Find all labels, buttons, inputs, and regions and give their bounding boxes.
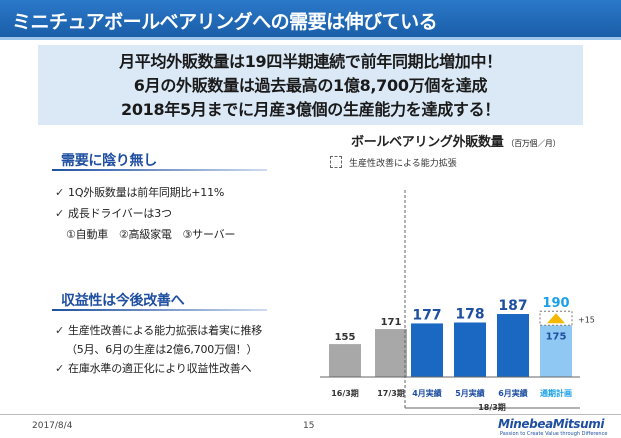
bar-value-label: 187 bbox=[498, 298, 527, 314]
increase-arrow-icon bbox=[547, 313, 565, 324]
bar-value-label: 190 bbox=[542, 296, 569, 311]
bar-plan bbox=[540, 325, 572, 377]
bar bbox=[411, 323, 443, 377]
banner-line-2: 6月の外販数量は過去最高の1億8,700万個を達成 bbox=[133, 76, 488, 95]
footer-date: 2017/8/4 bbox=[32, 421, 73, 431]
bullet-profit-2: ✓ 在庫水準の適正化により収益性改善へ bbox=[55, 362, 252, 375]
legend-swatch bbox=[330, 156, 342, 168]
plan-increment-label: +15 bbox=[578, 315, 595, 324]
bar-plan-base-label: 175 bbox=[546, 331, 567, 342]
category-label: 5月実績 bbox=[455, 388, 485, 398]
banner-line-3: 2018年5月までに月産3億個の生産能力を達成する！ bbox=[121, 100, 500, 119]
company-logo: MinebeaMitsumi bbox=[498, 417, 605, 431]
section-rule-profit bbox=[52, 309, 267, 311]
group-label: 18/3期 bbox=[478, 402, 506, 412]
header-underline bbox=[0, 37, 621, 40]
check-icon: ✓ bbox=[55, 362, 65, 375]
bullet-demand-2: ✓ 成長ドライバーは3つ bbox=[55, 207, 172, 220]
check-icon: ✓ bbox=[55, 324, 65, 337]
bullet-demand-1: ✓ 1Q外販数量は前年同期比+11% bbox=[55, 186, 225, 199]
section-title-profit: 収益性は今後改善へ bbox=[61, 293, 185, 309]
slide-header: ミニチュアボールベアリングへの需要は伸びている bbox=[0, 0, 621, 37]
check-icon: ✓ bbox=[55, 207, 65, 220]
bar bbox=[329, 344, 361, 377]
bar-value-label: 171 bbox=[381, 317, 402, 328]
section-rule-demand bbox=[52, 169, 267, 171]
bar bbox=[497, 314, 529, 377]
footer-rule bbox=[0, 414, 621, 415]
page-number: 15 bbox=[303, 421, 315, 431]
category-label: 16/3期 bbox=[331, 388, 359, 398]
legend-label: 生産性改善による能力拡張 bbox=[349, 159, 457, 169]
bar-value-label: 178 bbox=[455, 306, 484, 322]
category-label: 通期計画 bbox=[540, 388, 572, 398]
highlight-banner: 月平均外販数量は19四半期連続で前年同期比増加中！ 6月の外販数量は過去最高の1… bbox=[38, 45, 583, 125]
category-label: 6月実績 bbox=[498, 388, 528, 398]
bar bbox=[454, 322, 486, 377]
bullet-profit-1: ✓ 生産性改善による能力拡張は着実に推移 bbox=[55, 324, 263, 337]
banner-line-1: 月平均外販数量は19四半期連続で前年同期比増加中！ bbox=[119, 52, 502, 71]
bullet-profit-sub: （5月、6月の生産は2億6,700万個！） bbox=[66, 343, 258, 356]
company-tagline: Passion to Create Value through Differen… bbox=[500, 431, 608, 437]
bar-value-label: 155 bbox=[335, 332, 356, 343]
bar bbox=[375, 329, 407, 377]
category-label: 4月実績 bbox=[412, 388, 442, 398]
chart-title: ボールベアリング外販数量 （百万個／月） bbox=[351, 135, 561, 150]
bullet-demand-sub: ①自動車 ②高級家電 ③サーバー bbox=[66, 228, 236, 241]
check-icon: ✓ bbox=[55, 186, 65, 199]
chart-unit: （百万個／月） bbox=[506, 139, 561, 148]
bar-value-label: 177 bbox=[412, 307, 441, 323]
slide-title: ミニチュアボールベアリングへの需要は伸びている bbox=[12, 11, 438, 33]
category-label: 17/3期 bbox=[377, 388, 405, 398]
section-title-demand: 需要に陰り無し bbox=[61, 153, 157, 169]
